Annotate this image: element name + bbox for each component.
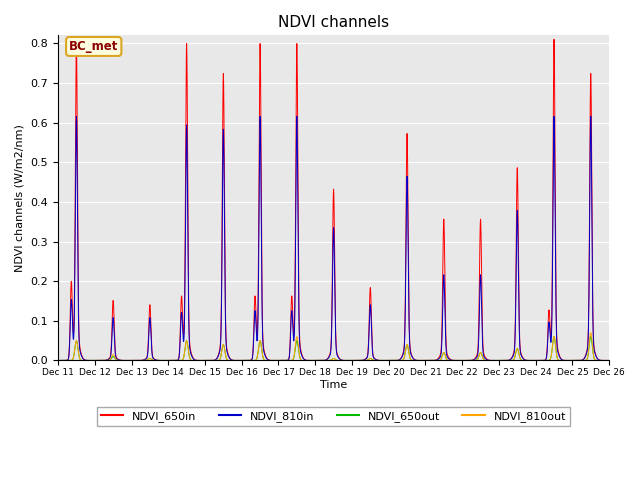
Line: NDVI_650out: NDVI_650out <box>58 336 609 360</box>
NDVI_650in <box>362 356 369 362</box>
NDVI_650in <box>605 358 612 363</box>
NDVI_650out <box>349 358 357 363</box>
X-axis label: Time: Time <box>320 380 348 390</box>
NDVI_650in <box>557 355 564 361</box>
NDVI_810in <box>72 113 80 119</box>
NDVI_810out <box>349 358 357 363</box>
Y-axis label: NDVI channels (W/m2/nm): NDVI channels (W/m2/nm) <box>15 124 25 272</box>
NDVI_810out <box>557 358 564 363</box>
NDVI_650in <box>54 358 62 363</box>
NDVI_810out <box>54 358 62 363</box>
Line: NDVI_810out: NDVI_810out <box>58 333 609 360</box>
NDVI_650out <box>605 358 612 363</box>
NDVI_810out <box>362 358 369 363</box>
NDVI_810in <box>350 358 358 363</box>
NDVI_650out <box>54 358 62 363</box>
NDVI_650out <box>572 358 580 363</box>
NDVI_810in <box>557 356 564 361</box>
NDVI_650in <box>550 36 558 42</box>
NDVI_650out <box>348 358 356 363</box>
NDVI_810in <box>362 356 369 362</box>
NDVI_810out <box>572 358 580 363</box>
NDVI_650out <box>494 358 502 363</box>
Line: NDVI_650in: NDVI_650in <box>58 39 609 360</box>
NDVI_650in <box>208 358 216 363</box>
Title: NDVI channels: NDVI channels <box>278 15 389 30</box>
NDVI_650in <box>349 358 357 363</box>
Legend: NDVI_650in, NDVI_810in, NDVI_650out, NDVI_810out: NDVI_650in, NDVI_810in, NDVI_650out, NDV… <box>97 407 570 426</box>
NDVI_650out <box>362 358 369 363</box>
NDVI_810in <box>605 358 612 363</box>
NDVI_810out <box>208 358 216 363</box>
NDVI_810in <box>54 358 62 363</box>
NDVI_810out <box>587 330 595 336</box>
NDVI_810in <box>494 358 502 363</box>
NDVI_810out <box>494 358 502 363</box>
NDVI_810out <box>348 358 356 363</box>
NDVI_810in <box>572 358 580 363</box>
NDVI_810in <box>127 358 135 363</box>
NDVI_650in <box>494 358 502 363</box>
NDVI_650in <box>127 358 135 363</box>
NDVI_650out <box>557 358 564 363</box>
NDVI_650in <box>572 358 580 363</box>
NDVI_810in <box>208 358 216 363</box>
NDVI_650out <box>550 334 558 339</box>
NDVI_650out <box>208 358 216 363</box>
Line: NDVI_810in: NDVI_810in <box>58 116 609 360</box>
Text: BC_met: BC_met <box>69 40 118 53</box>
NDVI_810out <box>605 358 612 363</box>
